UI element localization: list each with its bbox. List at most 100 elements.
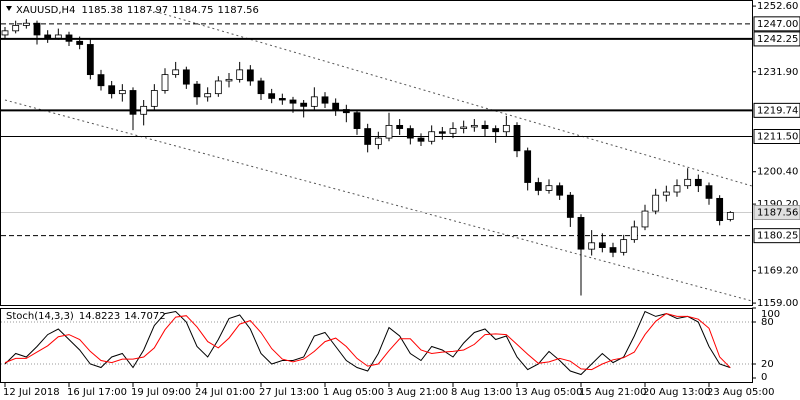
- level-label-box: [753, 31, 800, 47]
- indicator-tick-label: 80: [761, 317, 774, 328]
- candle-body: [108, 85, 116, 95]
- level-label-box: [753, 228, 800, 244]
- candle-body: [129, 90, 137, 115]
- x-tick-label: 27 Jul 13:00: [259, 387, 319, 398]
- x-tick-label: 3 Aug 21:00: [387, 387, 448, 398]
- x-tick-label: 16 Jul 17:00: [67, 387, 127, 398]
- y-tick-label: 1200.40: [757, 167, 798, 178]
- indicator-tick-label: 100: [761, 309, 780, 320]
- level-label: 1247.00: [757, 19, 798, 30]
- x-tick-label: 24 Jul 01:00: [195, 387, 255, 398]
- level-label: 1219.74: [757, 105, 798, 116]
- x-tick-label: 19 Jul 09:00: [131, 387, 191, 398]
- candle-body: [566, 194, 574, 218]
- candle-body: [406, 128, 414, 139]
- candle-body: [673, 185, 681, 193]
- x-tick-label: 15 Aug 21:00: [579, 387, 646, 398]
- candle-body: [321, 96, 329, 104]
- level-label: 1242.25: [757, 34, 798, 45]
- candle-body: [694, 178, 702, 187]
- candle-body: [33, 22, 41, 36]
- candle-body: [385, 124, 393, 139]
- x-tick-label: 13 Aug 05:00: [515, 387, 582, 398]
- candle-body: [726, 212, 734, 220]
- candle-body: [588, 242, 596, 250]
- candle-body: [161, 74, 169, 91]
- indicator-tick-label: 20: [761, 359, 774, 370]
- high: 1187.97: [127, 5, 168, 16]
- chart-title: XAUUSD,H4 1185.38 1187.97 1184.75 1187.56: [16, 5, 259, 16]
- low: 1184.75: [172, 5, 213, 16]
- candle-body: [641, 210, 649, 228]
- candle-body: [97, 74, 105, 87]
- stoch-line: [4, 310, 731, 376]
- candle-body: [524, 150, 532, 183]
- y-tick-label: 1190.20: [757, 199, 798, 210]
- indicator-tick-label: 0: [761, 372, 767, 383]
- candle-body: [54, 34, 62, 39]
- candle-body: [620, 239, 628, 253]
- candle-body: [481, 124, 489, 129]
- candle-body: [86, 44, 94, 76]
- stoch-line: [4, 313, 731, 371]
- candle-body: [150, 90, 158, 107]
- candle-body: [193, 83, 201, 98]
- x-tick-label: 12 Jul 2018: [3, 387, 60, 398]
- x-tick-label: 20 Aug 13:00: [643, 387, 710, 398]
- y-tick-label: 1159.00: [757, 298, 798, 309]
- levels: [1, 23, 752, 237]
- candle-body: [278, 98, 286, 101]
- candle-body: [22, 22, 30, 26]
- candle-body: [428, 131, 436, 142]
- candle-body: [300, 102, 308, 107]
- candle-body: [513, 124, 521, 152]
- candle-body: [65, 34, 73, 42]
- candle-body: [396, 124, 404, 129]
- candle-body: [630, 226, 638, 241]
- candle-body: [438, 131, 446, 134]
- k-now: 14.8223: [79, 311, 120, 322]
- level-label-box: [753, 102, 800, 118]
- candle-body: [246, 69, 254, 82]
- candle-body: [556, 185, 564, 196]
- candle-body: [492, 128, 500, 133]
- candle-body: [1, 30, 9, 36]
- candle-body: [598, 242, 606, 248]
- candle-body: [577, 217, 585, 250]
- candle-body: [353, 112, 361, 129]
- indicator-name: Stoch(14,3,3): [6, 311, 74, 322]
- candle-body: [460, 126, 468, 129]
- level-label-box: [753, 128, 800, 144]
- candle-body: [332, 102, 340, 110]
- candle-body: [76, 40, 84, 45]
- candles: [1, 19, 734, 296]
- candle-body: [716, 197, 724, 221]
- open: 1185.38: [81, 5, 122, 16]
- candle-body: [449, 128, 457, 134]
- symbol: XAUUSD,H4: [16, 5, 75, 16]
- candle-body: [662, 191, 670, 196]
- candle-body: [534, 182, 542, 191]
- y-tick-label: 1252.60: [757, 1, 798, 12]
- indicator-panel: [0, 308, 753, 383]
- candle-body: [374, 137, 382, 145]
- candle-body: [470, 124, 478, 128]
- collapse-icon: [6, 6, 12, 11]
- candle-body: [140, 105, 148, 115]
- last-price-box: [753, 204, 800, 220]
- candle-body: [12, 25, 20, 32]
- candle-body: [236, 69, 244, 80]
- candle-body: [214, 80, 222, 95]
- candle-body: [44, 34, 52, 39]
- level-label: 1180.25: [757, 231, 798, 242]
- level-label: 1211.50: [757, 131, 798, 142]
- level-label-box: [753, 16, 800, 32]
- candle-body: [705, 185, 713, 199]
- candle-body: [417, 137, 425, 142]
- close: 1187.56: [218, 5, 259, 16]
- last-price-label: 1187.56: [757, 207, 798, 218]
- y-tick-label: 1169.20: [757, 266, 798, 277]
- x-tick-label: 1 Aug 05:00: [323, 387, 384, 398]
- candle-body: [268, 93, 276, 99]
